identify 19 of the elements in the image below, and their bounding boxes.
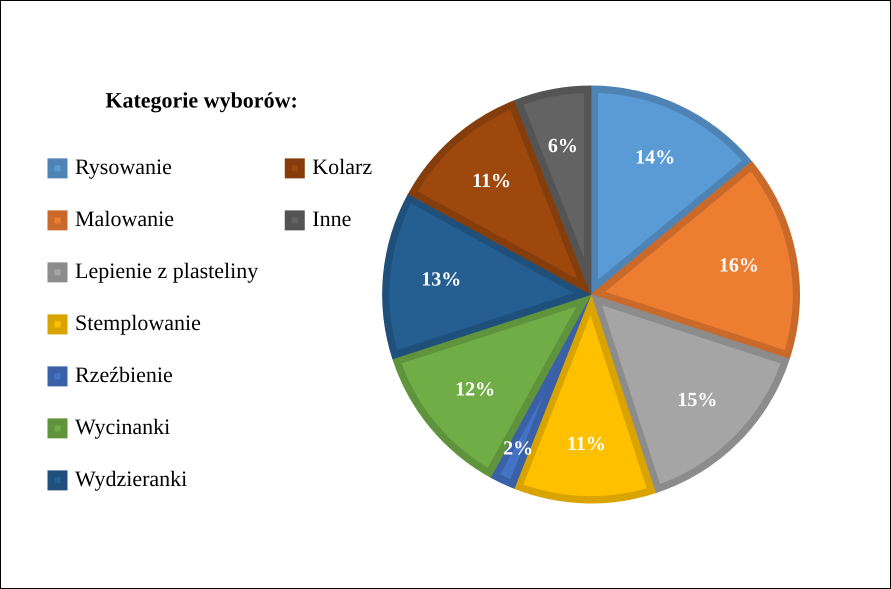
legend-label: Stemplowanie bbox=[75, 310, 201, 336]
legend-label: Lepienie z plasteliny bbox=[75, 258, 258, 284]
legend-label: Malowanie bbox=[75, 206, 174, 232]
data-label: 13% bbox=[421, 268, 462, 291]
legend-title: Kategorie wyborów: bbox=[105, 88, 298, 113]
legend-label: Wycinanki bbox=[75, 414, 170, 440]
data-label: 15% bbox=[677, 389, 718, 412]
data-label: 16% bbox=[718, 254, 759, 276]
data-label: 11% bbox=[472, 170, 512, 192]
data-label: 11% bbox=[566, 433, 606, 456]
legend-label: Inne bbox=[312, 206, 352, 232]
data-label: 14% bbox=[635, 146, 676, 169]
data-label: 12% bbox=[455, 378, 496, 401]
legend-label: Wydzieranki bbox=[75, 466, 188, 492]
legend-label: Rysowanie bbox=[75, 154, 172, 180]
data-label: 2% bbox=[503, 438, 534, 460]
legend-label: Kolarz bbox=[312, 154, 372, 180]
data-label: 6% bbox=[548, 134, 578, 157]
legend-label: Rzeźbienie bbox=[75, 362, 173, 388]
